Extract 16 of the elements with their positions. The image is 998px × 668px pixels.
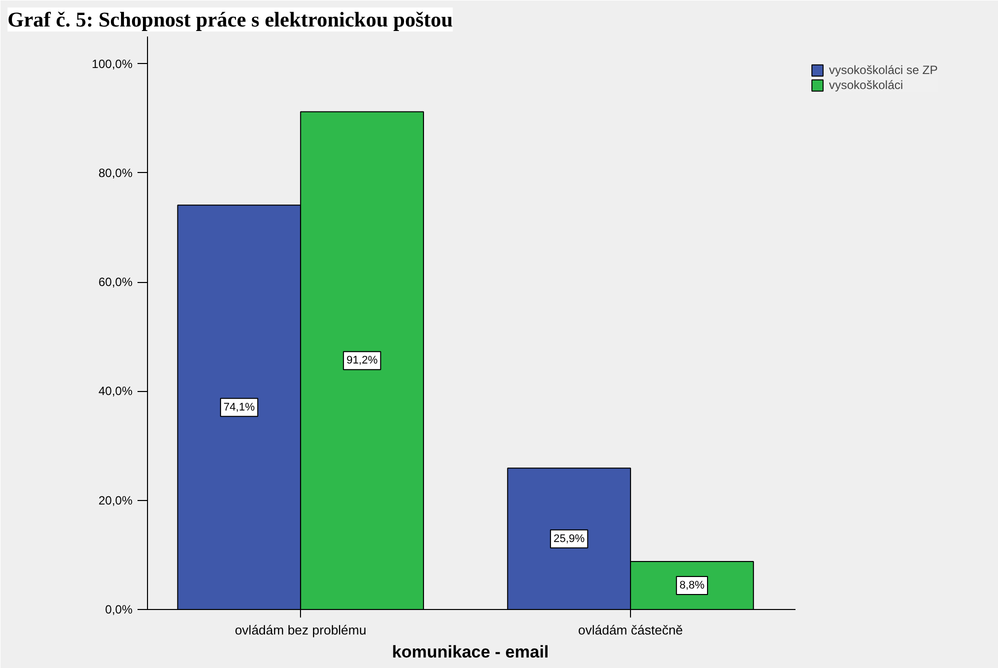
x-axis-title: komunikace - email [392,642,549,662]
x-tick-label: ovládám částečně [578,622,683,638]
y-tick-label: 40,0% [98,384,133,398]
x-tick-label: ovládám bez problému [234,622,366,638]
legend-label: vysokoškoláci se ZP [829,63,938,77]
y-tick-label: 100,0% [92,56,133,71]
y-tick-label: 60,0% [98,275,133,290]
data-label: 91,2% [346,354,378,367]
chart-title: Graf č. 5: Schopnost práce s elektronickou poštou [8,8,454,32]
y-tick-label: 80,0% [98,166,133,180]
y-tick-label: 0,0% [105,602,133,616]
data-label: 25,9% [553,532,585,545]
data-label: 74,1% [224,401,255,414]
legend-label: vysokoškoláci [829,78,904,92]
y-tick-label: 20,0% [98,493,133,508]
data-label: 8,8% [679,579,705,592]
